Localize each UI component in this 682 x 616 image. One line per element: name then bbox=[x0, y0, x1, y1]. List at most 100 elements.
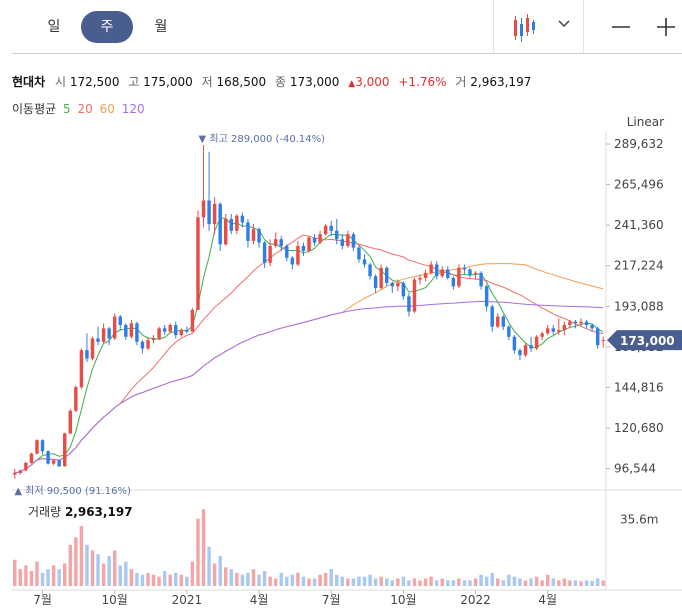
change-amount: 3,000 bbox=[355, 75, 390, 89]
volume-bar bbox=[479, 574, 483, 586]
volume-bar bbox=[107, 556, 111, 586]
x-tick-label: 2022 bbox=[460, 593, 491, 607]
tab-daily[interactable]: 일 bbox=[47, 19, 61, 35]
candle-body bbox=[257, 229, 261, 243]
volume-bar bbox=[423, 578, 428, 586]
candle-body bbox=[418, 277, 422, 280]
candle-body bbox=[174, 324, 178, 336]
candle-body bbox=[68, 410, 73, 434]
ma-5-label[interactable]: 5 bbox=[63, 102, 71, 116]
candle-body bbox=[512, 336, 517, 351]
candle-body bbox=[457, 267, 461, 287]
volume-bar bbox=[540, 580, 544, 586]
volume-bar bbox=[434, 580, 439, 586]
volume-bar bbox=[590, 580, 594, 586]
last-price-badge bbox=[607, 330, 682, 351]
candle-body bbox=[518, 350, 522, 356]
candle-body bbox=[290, 257, 295, 265]
volume-bar bbox=[373, 578, 378, 586]
volume-bar bbox=[240, 574, 245, 586]
volume-bar bbox=[13, 559, 17, 586]
candle-body bbox=[262, 242, 267, 263]
y-tick-label: 217,224 bbox=[614, 259, 664, 273]
volume-bar bbox=[135, 572, 139, 586]
volume-bar bbox=[18, 569, 23, 586]
candle-body bbox=[545, 328, 550, 334]
volume-bar bbox=[273, 578, 278, 586]
zoom-in-button[interactable] bbox=[648, 8, 682, 46]
ma-20-label[interactable]: 20 bbox=[77, 102, 93, 116]
candle-body bbox=[584, 321, 589, 325]
candle-body bbox=[407, 296, 411, 312]
candle-body bbox=[279, 239, 283, 246]
volume-bar bbox=[212, 563, 217, 586]
candle-body bbox=[318, 234, 322, 243]
volume-bar bbox=[351, 578, 356, 586]
candle-body bbox=[396, 282, 400, 287]
candle-body bbox=[107, 328, 111, 339]
volume-bar bbox=[112, 550, 117, 586]
volume-bar bbox=[190, 561, 195, 586]
volume-bar bbox=[79, 526, 84, 586]
candle-body bbox=[24, 462, 28, 471]
volume-bar bbox=[462, 580, 467, 586]
candle-body bbox=[440, 269, 444, 277]
candle-body bbox=[451, 277, 456, 287]
volume-bar bbox=[229, 569, 234, 586]
candle-body bbox=[429, 264, 433, 273]
candle-body bbox=[112, 316, 117, 339]
volume-bar bbox=[218, 556, 222, 586]
candle-body bbox=[235, 215, 239, 231]
max-price-annotation: ▼ 최고 289,000 (-40.14%) bbox=[199, 133, 326, 145]
candle-body bbox=[40, 440, 45, 452]
candle-body bbox=[379, 267, 383, 288]
candle-body bbox=[185, 330, 189, 332]
open-value: 172,500 bbox=[69, 75, 120, 89]
ma-120-label[interactable]: 120 bbox=[121, 102, 145, 116]
ma-60-label[interactable]: 60 bbox=[99, 102, 115, 116]
zoom-out-button[interactable] bbox=[603, 8, 639, 46]
candle-body bbox=[540, 333, 544, 337]
low-value: 168,500 bbox=[216, 75, 267, 89]
volume-bar bbox=[129, 569, 134, 586]
candle-body bbox=[90, 338, 95, 359]
candle-body bbox=[201, 200, 206, 218]
candle-body bbox=[362, 259, 367, 265]
candle-body bbox=[496, 316, 500, 327]
volume-bar bbox=[124, 561, 128, 586]
candle-body bbox=[51, 460, 56, 464]
x-tick-label: 7월 bbox=[322, 593, 341, 607]
candle-body bbox=[490, 306, 494, 327]
candle-body bbox=[534, 336, 539, 349]
volume-bar bbox=[96, 554, 100, 586]
chart-type-selector[interactable] bbox=[505, 8, 575, 46]
volume-bar bbox=[340, 576, 345, 586]
scale-mode-selector[interactable]: Linear bbox=[626, 115, 664, 129]
volume-bar bbox=[584, 580, 589, 586]
candle-body bbox=[151, 338, 156, 341]
volume-bar bbox=[429, 576, 433, 586]
minus-icon bbox=[612, 26, 630, 28]
candle-body bbox=[568, 321, 572, 325]
candle-body bbox=[196, 217, 200, 310]
volume-bar bbox=[146, 572, 150, 586]
candle-body bbox=[246, 222, 250, 241]
tab-weekly[interactable]: 주 bbox=[81, 11, 133, 43]
chart-toolbar: 일 주 월 bbox=[0, 0, 682, 54]
volume-bar bbox=[412, 578, 417, 586]
candle-body bbox=[101, 328, 106, 342]
candle-body bbox=[357, 247, 361, 260]
volume-bar bbox=[457, 578, 461, 586]
ma-20-line bbox=[14, 234, 604, 474]
ma-120-line bbox=[14, 301, 604, 474]
candle-body bbox=[423, 272, 428, 278]
candle-body bbox=[140, 341, 145, 349]
candle-body bbox=[29, 453, 34, 463]
tab-monthly[interactable]: 월 bbox=[154, 19, 168, 35]
candle-body bbox=[63, 433, 67, 467]
x-tick-label: 4월 bbox=[538, 593, 557, 607]
candle-body bbox=[562, 324, 567, 331]
volume-tick-label: 35.6m bbox=[620, 512, 658, 526]
moving-average-label: 이동평균 bbox=[12, 102, 57, 116]
